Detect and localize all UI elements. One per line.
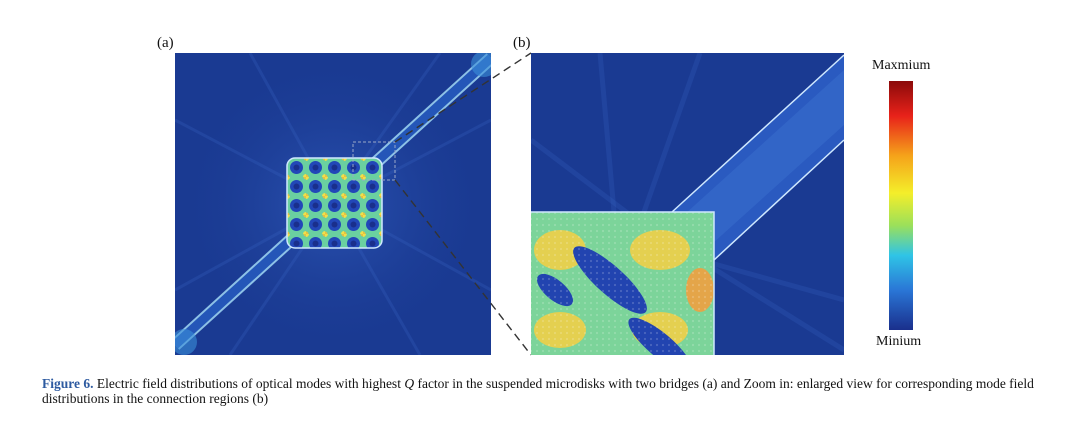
panel-b-field-map bbox=[531, 53, 844, 355]
panel-a-label: (a) bbox=[157, 35, 174, 51]
colorbar bbox=[889, 81, 913, 330]
zoom-connector-bottom bbox=[394, 179, 532, 356]
caption-text-2: factor in the suspended microdisks with … bbox=[42, 376, 1034, 406]
figure-number: Figure 6. bbox=[42, 376, 94, 391]
colorbar-min-label: Minium bbox=[876, 334, 922, 349]
panel-b-label: (b) bbox=[513, 35, 531, 51]
zoom-connector-top bbox=[394, 52, 532, 143]
panel-a-field-map bbox=[175, 53, 491, 355]
caption-text-1: Electric field distributions of optical … bbox=[96, 376, 401, 391]
figure-caption: Figure 6. Electric field distributions o… bbox=[42, 376, 1052, 406]
colorbar-max-label: Maxmium bbox=[872, 58, 931, 73]
q-symbol: Q bbox=[404, 376, 415, 391]
